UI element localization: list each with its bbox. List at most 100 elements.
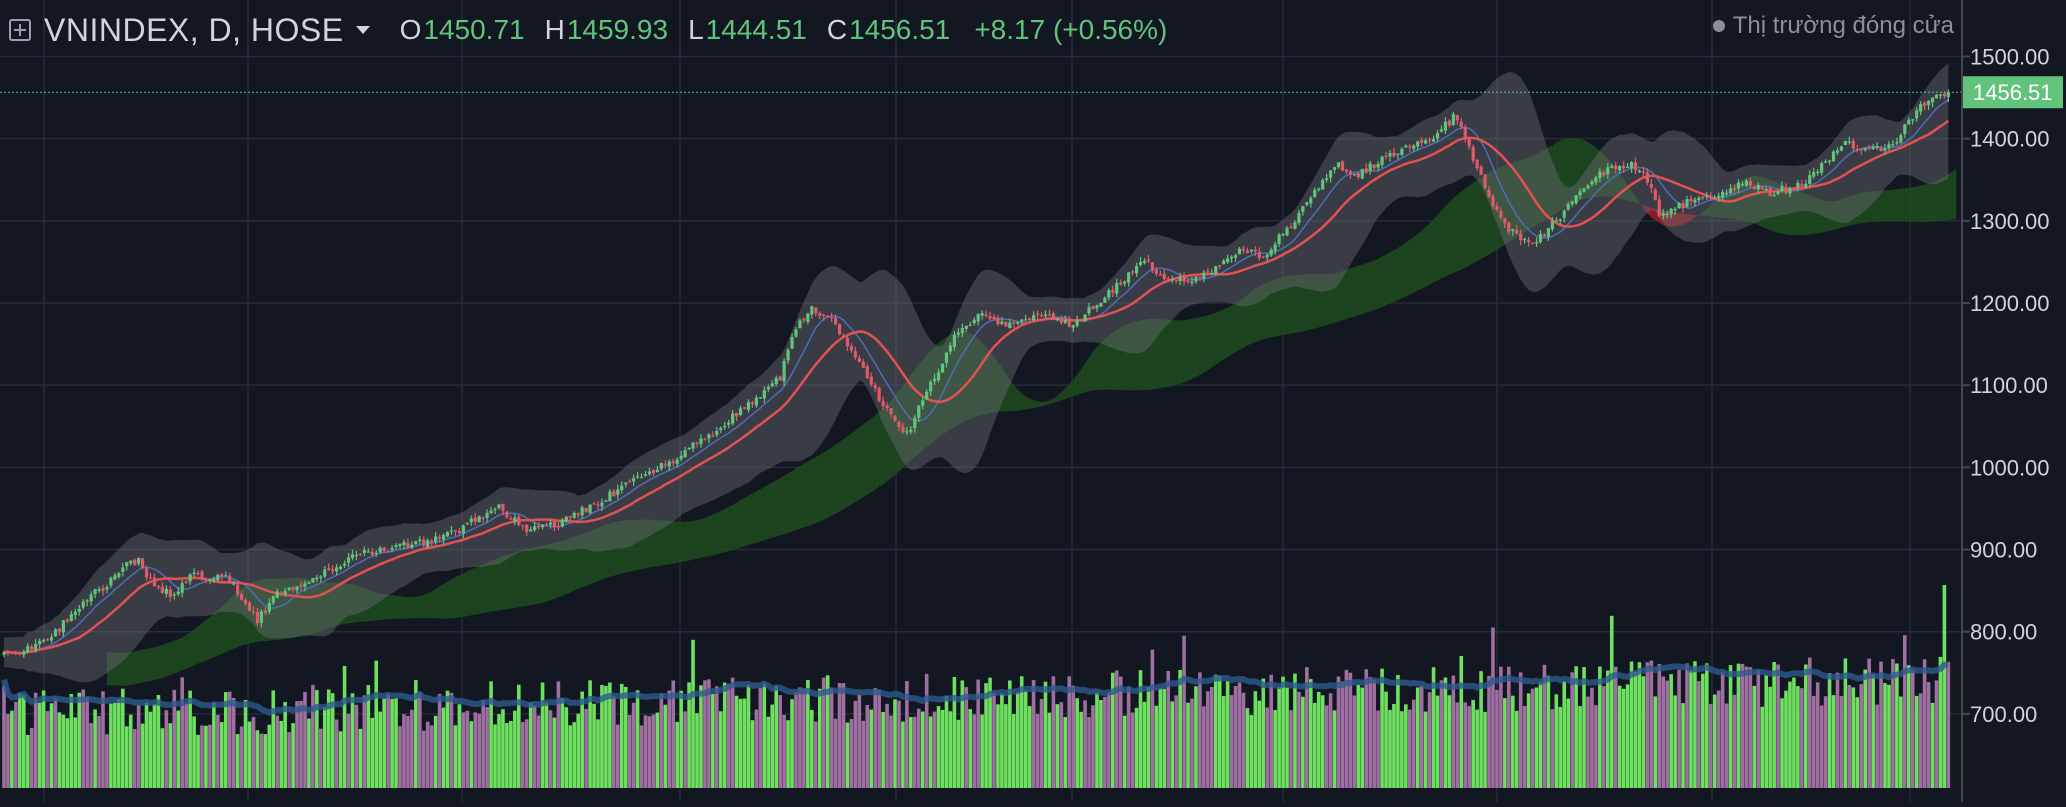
candle-body [580,507,584,516]
candle-body [57,628,62,632]
cloud-segment [1021,393,1026,411]
volume-bar [734,695,739,788]
cloud-segment [732,502,737,550]
volume-bar [1598,666,1602,788]
candle-body [948,345,953,352]
candle-body [1930,97,1935,103]
cloud-segment [1334,272,1339,323]
candle-body [1313,189,1317,198]
volume-bar [1360,687,1365,788]
cloud-segment [1710,200,1715,218]
candle-body [1681,203,1685,209]
cloud-segment [1029,398,1034,409]
volume-bar [255,730,260,788]
volume-bar [1815,682,1820,788]
volume-bar [489,681,493,788]
volume-bar [192,716,196,788]
cloud-segment [348,583,353,624]
volume-bar [1285,687,1289,788]
candle-body [1645,172,1649,183]
cloud-segment [1576,138,1581,202]
volume-bar [164,710,169,788]
high-label: H [544,14,565,45]
cloud-segment [1647,206,1652,218]
volume-bar [247,721,252,788]
candle-body [2,652,6,655]
cloud-segment [459,573,464,618]
low-value: 1444.51 [705,14,807,45]
candle-body [129,560,133,564]
candle-body [1503,218,1507,224]
candle-body [897,421,901,428]
candle-body [38,640,42,645]
candle-body [1824,161,1828,163]
cloud-segment [269,578,274,641]
cloud-segment [1552,142,1557,216]
volume-bar [849,719,854,788]
cloud-segment [986,346,991,414]
symbol-title[interactable]: VNINDEX, D, HOSE [44,11,344,48]
cloud-segment [522,548,527,607]
expand-icon[interactable] [8,18,32,42]
candle-body [905,431,909,433]
candle-body [786,349,790,361]
cloud-segment [1560,139,1565,211]
candle-body [738,408,743,415]
cloud-segment [1401,242,1406,299]
candle-body [303,583,307,587]
cloud-segment [1089,351,1093,392]
candle-body [1511,229,1515,231]
volume-bar [188,690,192,788]
cloud-segment [1279,276,1284,336]
candle-body [525,524,529,532]
volume-bar [85,696,89,788]
market-status-text: Thị trường đóng cửa [1732,12,1954,39]
volume-bar [1681,703,1685,788]
candle-body [1736,182,1741,189]
volume-bar [944,695,949,788]
candle-body [1305,202,1309,205]
volume-bar [1079,711,1083,788]
cloud-segment [475,566,480,615]
cloud-segment [1924,183,1929,222]
volume-bar [1542,664,1547,788]
volume-bar [1356,684,1361,788]
cloud-segment [1231,303,1236,355]
candle-body [1653,189,1657,200]
volume-bar [1800,688,1804,788]
volume-bar [600,684,604,788]
volume-bar [1095,692,1099,788]
candle-body [956,332,960,335]
volume-bar [1475,709,1479,788]
cloud-segment [1837,199,1842,229]
chart-legend: VNINDEX, D, HOSE O 1450.71 H 1459.93 L 1… [0,8,1167,52]
candle-body [972,319,976,324]
cloud-segment [1306,274,1311,331]
cloud-segment [471,567,476,616]
volume-bar [619,683,624,788]
volume-bar [1083,700,1087,788]
cloud-segment [1001,367,1006,412]
cloud-segment [1516,160,1521,238]
cloud-segment [396,595,400,619]
cloud-segment [918,359,923,454]
candle-body [1744,180,1748,186]
candle-body [1578,191,1582,196]
candle-body [1713,197,1717,199]
volume-bar [1411,699,1416,788]
candle-body [1428,139,1432,141]
volume-bar [1724,703,1729,788]
candle-body [936,372,941,381]
candle-body [1071,325,1075,328]
cloud-segment [1904,187,1909,222]
candle-body [925,391,929,400]
cloud-segment [479,564,484,614]
cloud-segment [1374,258,1379,311]
volume-bar [1827,673,1832,788]
volume-bar [1538,682,1543,788]
candle-body [1915,110,1919,119]
cloud-segment [590,529,595,585]
chevron-down-icon[interactable] [355,25,370,35]
volume-bar [718,711,723,788]
